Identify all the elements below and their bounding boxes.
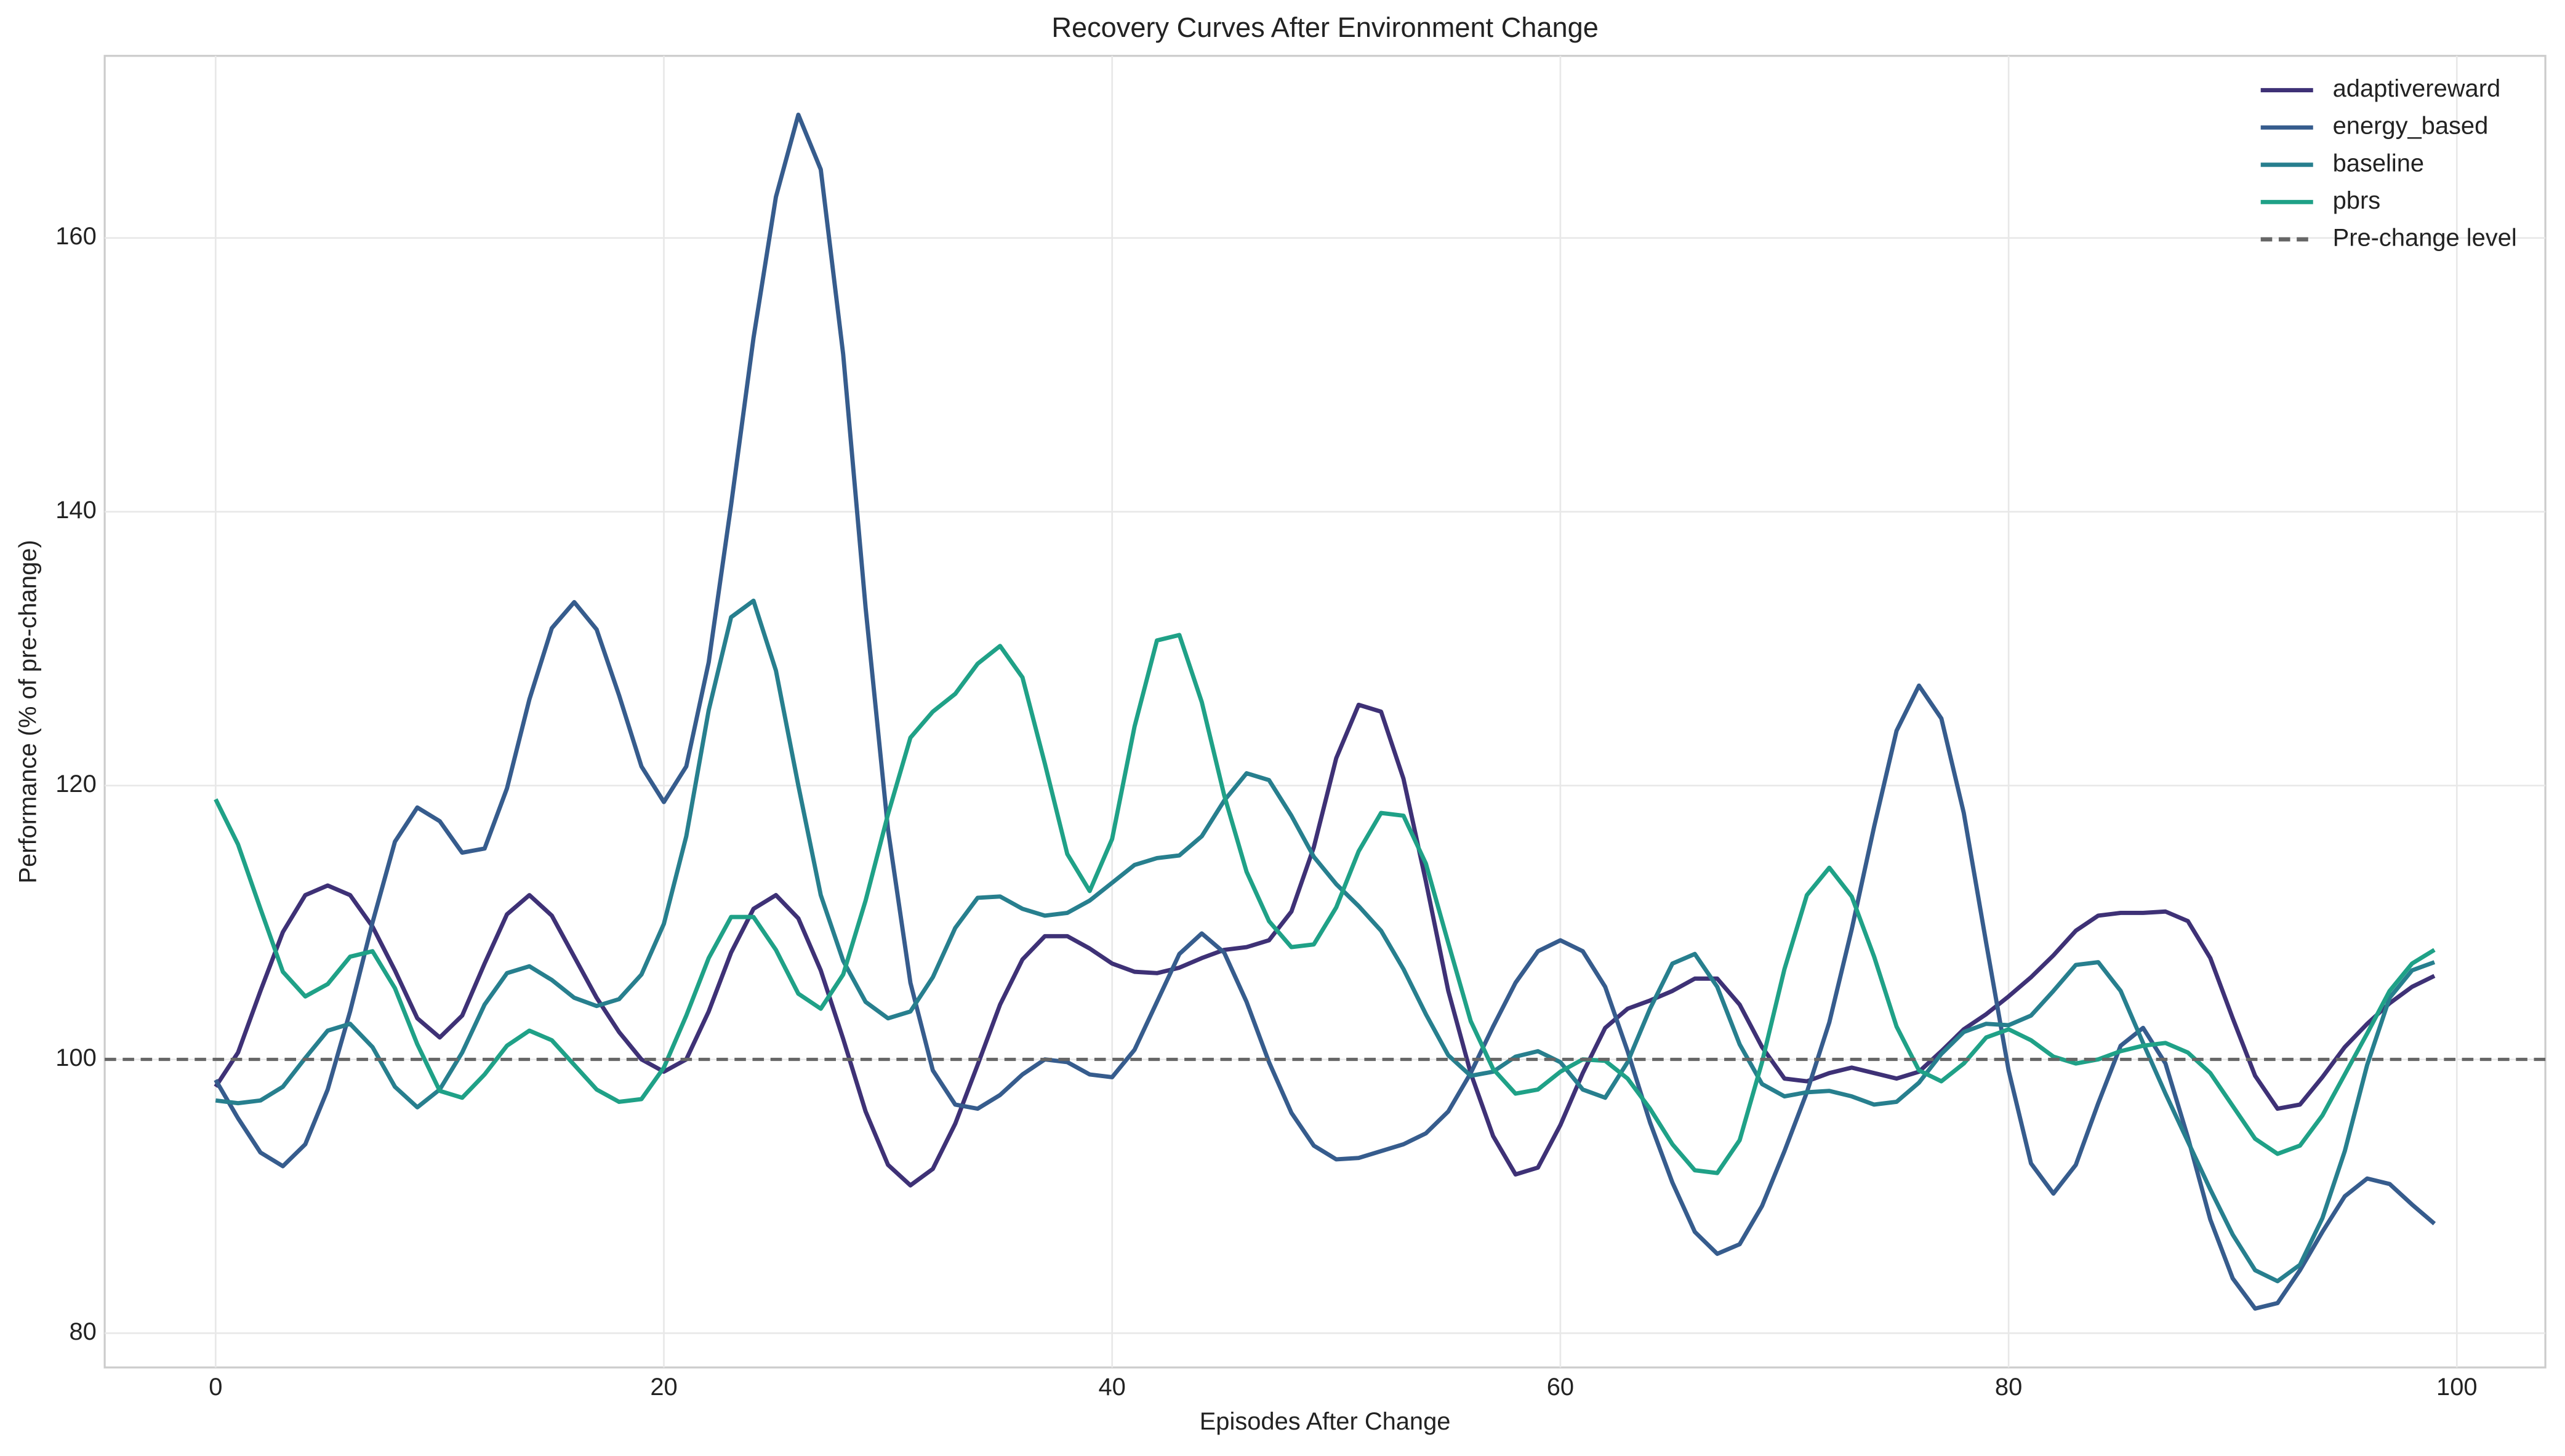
x-tick-label: 80	[1995, 1374, 2022, 1401]
data-line	[214, 702, 2436, 1188]
legend-label: baseline	[2333, 150, 2424, 177]
plot-area	[103, 55, 2547, 1369]
data-line	[215, 598, 2436, 1284]
x-tick-label: 40	[1099, 1374, 1126, 1401]
lines	[105, 112, 2546, 1311]
x-tick-label: 20	[650, 1374, 677, 1401]
legend-label: adaptivereward	[2333, 75, 2501, 102]
legend: adaptivereward energy_based baseline pbrs Pr…	[2260, 75, 2517, 251]
x-tick-label: 60	[1547, 1374, 1574, 1401]
y-tick-label: 80	[69, 1318, 96, 1345]
y-axis-label: Performance (% of pre-change)	[14, 540, 41, 883]
legend-label: pbrs	[2333, 187, 2381, 214]
data-line	[214, 633, 2436, 1175]
grid: 0 20 40 60 80 100 80 100 120 140 160	[55, 55, 2546, 1401]
y-tick-label: 120	[55, 770, 97, 798]
data-line	[214, 112, 2436, 1311]
x-tick-label: 100	[2436, 1374, 2478, 1401]
y-tick-label: 100	[55, 1044, 97, 1071]
y-tick-label: 160	[55, 223, 97, 250]
x-axis-label: Episodes After Change	[1200, 1408, 1451, 1435]
legend-label: energy_based	[2333, 113, 2489, 140]
x-tick-label: 0	[209, 1374, 222, 1401]
chart-title: Recovery Curves After Environment Change	[1051, 12, 1598, 43]
y-tick-label: 140	[55, 497, 97, 524]
legend-label: Pre-change level	[2333, 224, 2517, 251]
